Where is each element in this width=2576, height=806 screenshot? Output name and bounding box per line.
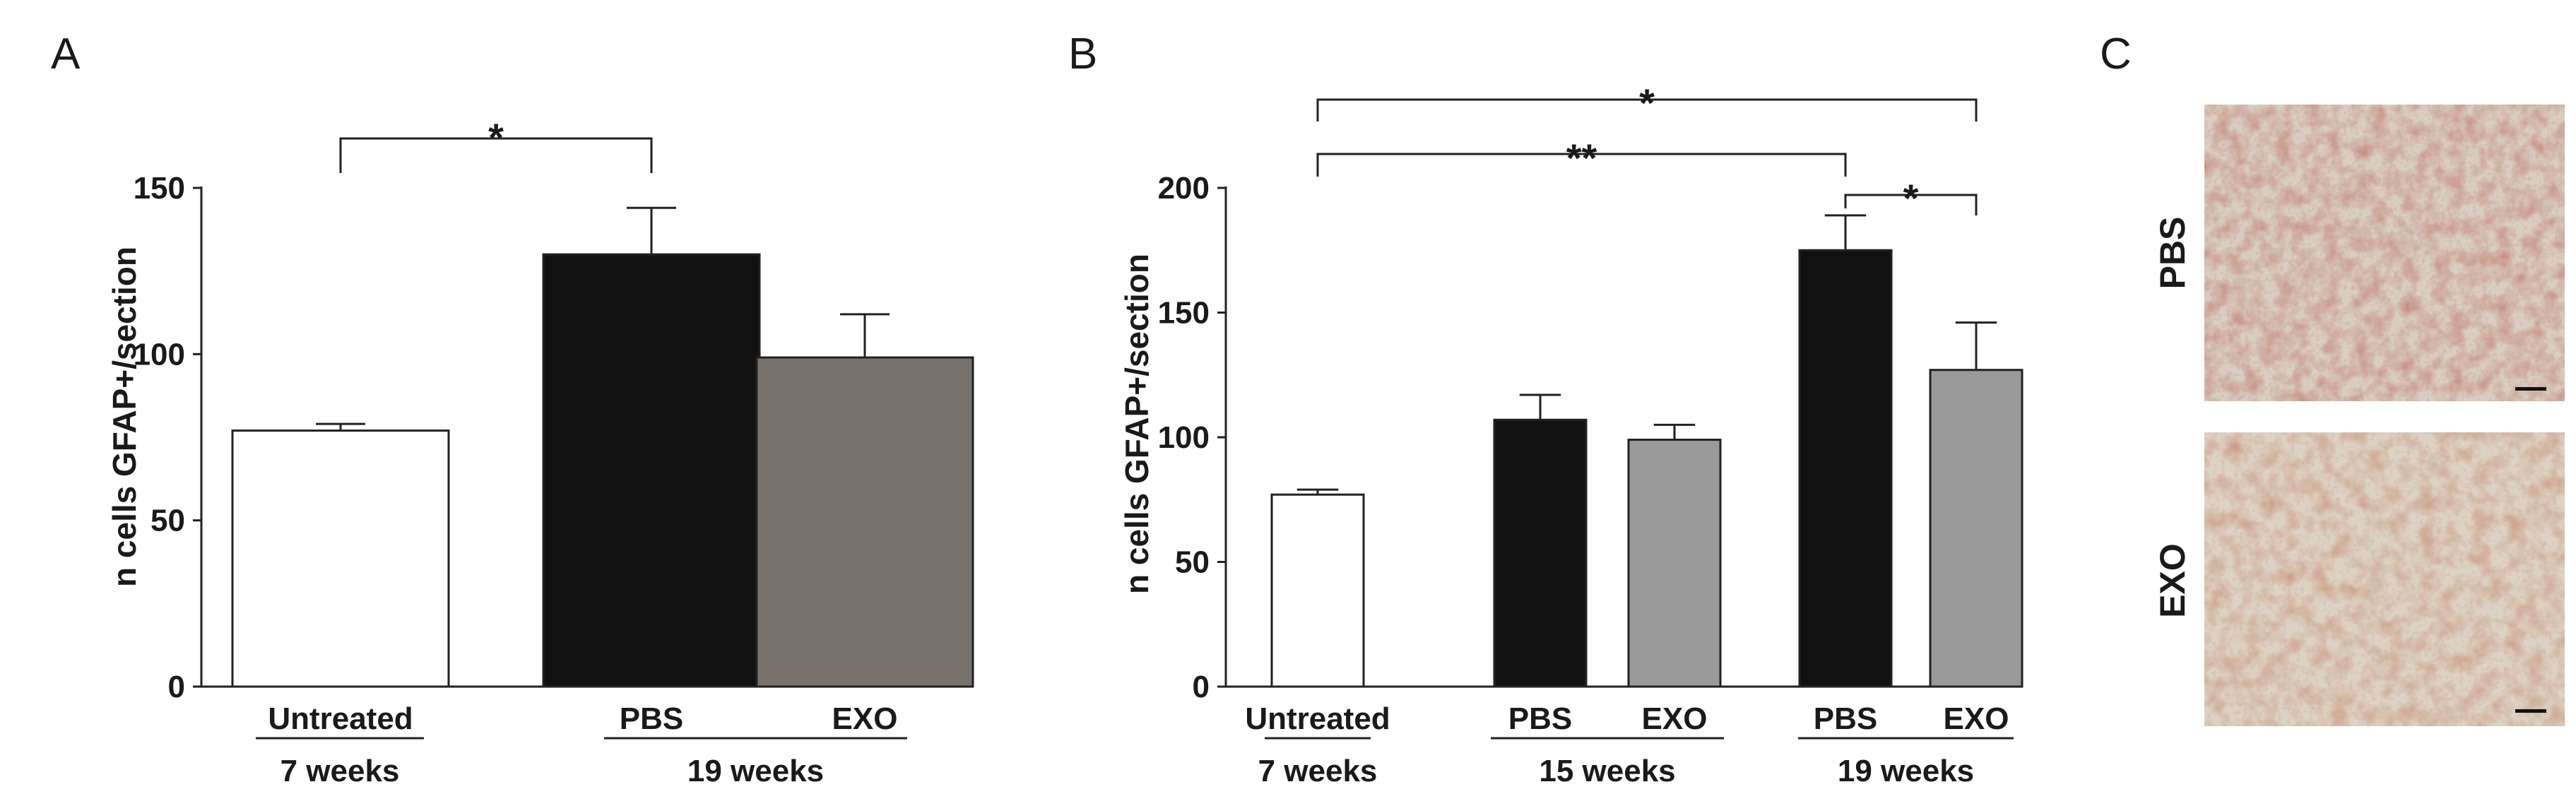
chart-b-bar-1	[1270, 493, 1365, 688]
chart-b-category-label: PBS	[1814, 701, 1877, 736]
chart-a-significance-label: *	[488, 115, 504, 160]
chart-b-group-label: 7 weeks	[1258, 754, 1378, 788]
micrograph-exo	[2204, 432, 2565, 726]
chart-a-category-label: PBS	[620, 701, 683, 736]
chart-a-category-label: EXO	[832, 701, 898, 736]
chart-a-bar-3	[755, 356, 974, 688]
micrograph-panel: PBS EXO	[2153, 105, 2565, 726]
chart-b-significance-bracket	[1316, 153, 1847, 177]
chart-a-ytick-label: 50	[150, 504, 185, 538]
chart-b-bar-4	[1798, 249, 1893, 688]
chart-b-category-label: Untreated	[1245, 701, 1390, 736]
chart-b-category-label: EXO	[1642, 701, 1708, 736]
chart-a-ylabel: n cells GFAP+/section	[106, 247, 143, 587]
chart-b-ytick-label: 150	[1158, 296, 1210, 331]
chart-a-significance-bracket	[339, 137, 653, 173]
chart-a-category-label: Untreated	[268, 701, 413, 736]
chart-b-bar-3	[1627, 439, 1722, 688]
panel-letter-c: C	[2100, 30, 2132, 78]
chart-b: n cells GFAP+/section 0 50 100 150 200 Untrea…	[1118, 81, 2023, 788]
chart-b-significance-label: **	[1566, 136, 1597, 180]
chart-b-ytick-label: 0	[1193, 670, 1210, 704]
chart-a-ytick-label: 0	[168, 670, 185, 704]
chart-a-ytick-label: 100	[134, 337, 185, 372]
chart-b-ytick-label: 200	[1158, 171, 1210, 206]
chart-a-ytick-label: 150	[134, 171, 185, 206]
scale-bar-exo	[2515, 709, 2546, 713]
scale-bar-pbs	[2515, 387, 2546, 391]
chart-b-ylabel: n cells GFAP+/section	[1118, 254, 1155, 594]
chart-b-category-label: PBS	[1508, 701, 1572, 736]
chart-b-bar-2	[1493, 418, 1588, 688]
chart-b-significance-bracket	[1844, 194, 1978, 215]
panel-letter-a: A	[51, 30, 81, 78]
chart-a: n cells GFAP+/section 0 50 100 150 Untreated…	[106, 115, 974, 788]
chart-b-significance-label: *	[1903, 176, 1919, 220]
chart-a-group-label: 19 weeks	[687, 754, 824, 788]
chart-a-group-label: 7 weeks	[280, 754, 400, 788]
panel-letter-b: B	[1068, 30, 1097, 78]
chart-a-bar-1	[231, 429, 450, 688]
micrograph-pbs	[2204, 105, 2565, 401]
chart-a-bar-2	[542, 253, 761, 688]
chart-b-category-label: EXO	[1944, 701, 2009, 736]
chart-b-significance-label: *	[1639, 81, 1655, 125]
chart-b-group-label: 19 weeks	[1838, 754, 1974, 788]
chart-b-significance-bracket	[1316, 98, 1978, 122]
micrograph-exo-label: EXO	[2153, 543, 2192, 618]
chart-b-bar-5	[1929, 369, 2023, 688]
chart-b-ytick-label: 50	[1175, 545, 1210, 580]
micrograph-pbs-label: PBS	[2153, 217, 2192, 290]
chart-b-group-label: 15 weeks	[1539, 754, 1675, 788]
chart-b-ytick-label: 100	[1158, 420, 1210, 455]
